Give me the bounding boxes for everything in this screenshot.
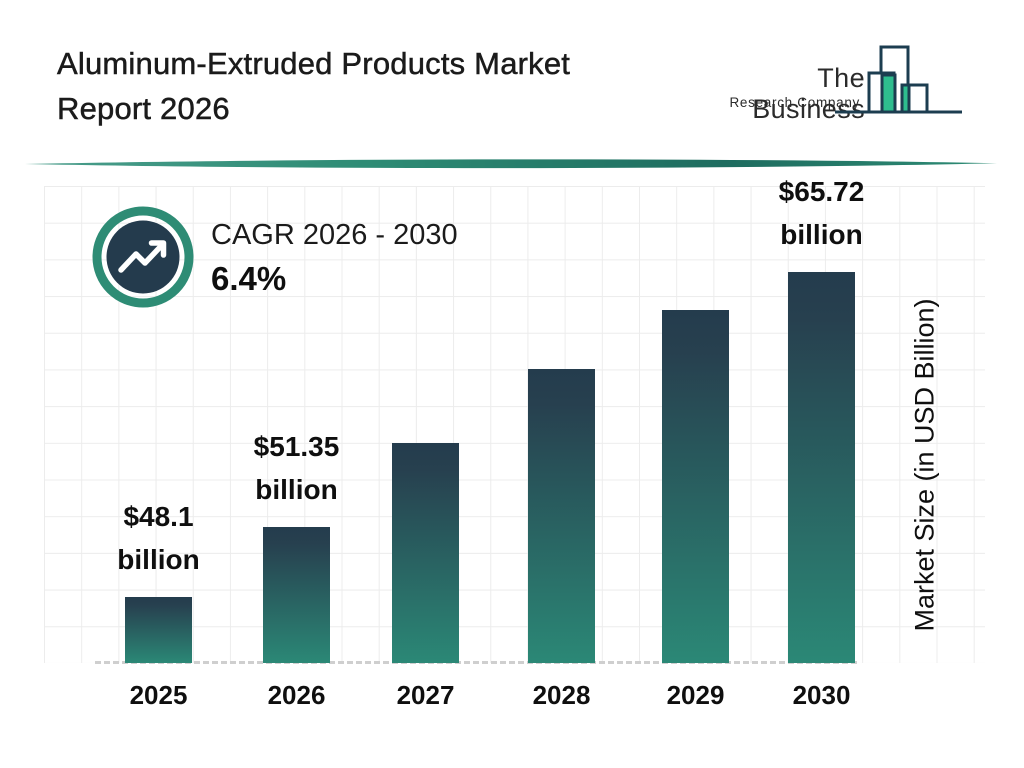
page-title-line1: Aluminum-Extruded Products Market bbox=[57, 46, 571, 82]
cagr-period-label: CAGR 2026 - 2030 bbox=[211, 219, 458, 251]
x-tick-2029: 2029 bbox=[666, 680, 725, 710]
divider-line bbox=[25, 159, 997, 169]
x-axis-baseline bbox=[95, 661, 857, 664]
bar-2028 bbox=[528, 369, 595, 663]
x-tick-2025: 2025 bbox=[129, 680, 188, 710]
logo-bars-icon bbox=[835, 45, 962, 114]
bar-2030 bbox=[788, 272, 855, 663]
cagr-value: 6.4% bbox=[211, 260, 287, 297]
x-tick-2030: 2030 bbox=[792, 680, 851, 710]
x-tick-2026: 2026 bbox=[267, 680, 326, 710]
bar-2026 bbox=[263, 527, 330, 663]
bar-2025 bbox=[125, 597, 192, 663]
logo-company-name: The Business bbox=[752, 63, 865, 124]
logo-company-subname: Research Company bbox=[729, 95, 860, 110]
value-label-2030: $65.72 billion bbox=[778, 176, 865, 250]
page-title: Aluminum-Extruded Products Market Report… bbox=[57, 41, 570, 131]
page-title-line2: Report 2026 bbox=[57, 91, 230, 127]
x-tick-2027: 2027 bbox=[396, 680, 455, 710]
bar-2027 bbox=[392, 443, 459, 663]
value-label-2025: $48.1 billion bbox=[117, 501, 200, 575]
bar-2029 bbox=[662, 310, 729, 663]
y-axis-label: Market Size (in USD Billion) bbox=[909, 298, 940, 632]
x-tick-2028: 2028 bbox=[532, 680, 591, 710]
value-label-2026: $51.35 billion bbox=[253, 431, 340, 505]
cagr-trending-up-icon bbox=[92, 206, 194, 308]
